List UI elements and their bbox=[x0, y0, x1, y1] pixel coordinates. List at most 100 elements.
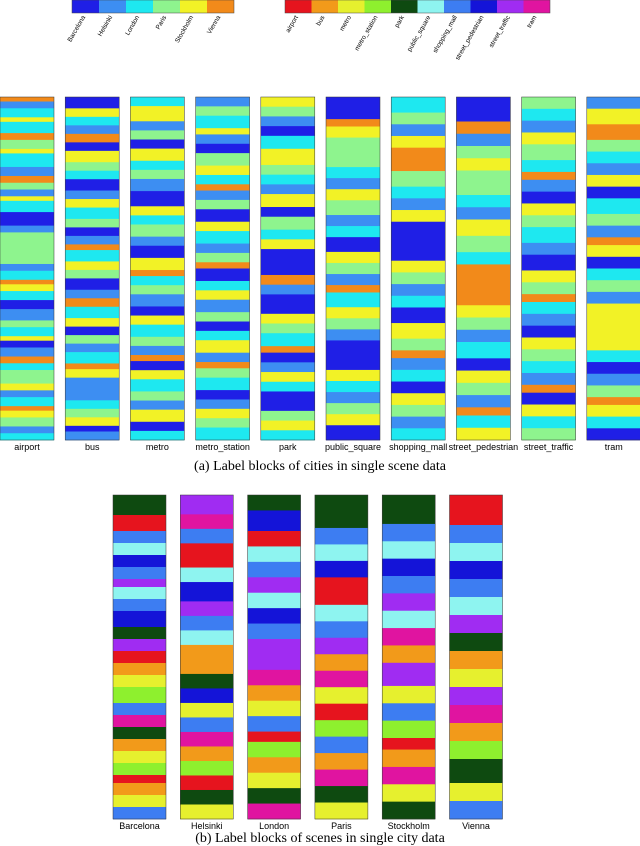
label-block-public-square bbox=[449, 543, 503, 562]
label-block-stockholm bbox=[391, 323, 446, 340]
panel-b-scene-blocks: Barcelona Helsinki London Paris Stockholm Vie… bbox=[112, 494, 503, 831]
label-block-stockholm bbox=[391, 393, 446, 406]
label-block-shopping-mall bbox=[314, 527, 368, 545]
label-block-paris bbox=[130, 336, 185, 347]
label-block-helsinki bbox=[65, 343, 120, 353]
label-block-vienna bbox=[0, 97, 54, 102]
label-block-london bbox=[391, 428, 446, 441]
legend-swatch-metro-station bbox=[364, 0, 391, 13]
legend-label-helsinki: Helsinki bbox=[97, 15, 114, 38]
label-block-bus bbox=[113, 739, 166, 752]
label-block-paris bbox=[586, 280, 640, 293]
label-block-shopping-mall bbox=[113, 599, 166, 612]
label-block-paris bbox=[326, 137, 380, 168]
label-block-barcelona bbox=[65, 179, 120, 191]
label-block-metro-station bbox=[449, 741, 503, 760]
label-block-paris bbox=[391, 112, 446, 125]
label-block-london bbox=[0, 200, 54, 213]
label-block-street-traffic bbox=[382, 593, 436, 612]
label-block-tram bbox=[180, 514, 234, 530]
label-block-london bbox=[326, 226, 380, 238]
legend-swatch-public-square bbox=[417, 0, 444, 13]
column-frame-airport bbox=[0, 96, 55, 441]
label-block-tram bbox=[314, 670, 368, 688]
label-block-stockholm bbox=[521, 132, 576, 145]
label-block-london bbox=[0, 327, 54, 337]
label-block-stockholm bbox=[521, 203, 576, 216]
label-block-london bbox=[391, 295, 446, 308]
x-tick-label-metro-station: metro_station bbox=[195, 442, 250, 452]
label-block-barcelona bbox=[260, 126, 315, 137]
label-block-public-square bbox=[314, 544, 368, 562]
label-block-helsinki bbox=[0, 390, 54, 398]
label-block-stockholm bbox=[0, 410, 54, 418]
label-block-helsinki bbox=[130, 400, 185, 410]
label-block-helsinki bbox=[586, 225, 640, 238]
label-block-london bbox=[130, 324, 185, 338]
label-block-paris bbox=[65, 408, 120, 418]
label-block-shopping-mall bbox=[113, 567, 166, 580]
label-block-metro bbox=[314, 687, 368, 705]
label-block-shopping-mall bbox=[382, 523, 436, 542]
label-block-park bbox=[247, 788, 301, 804]
label-block-vienna bbox=[260, 346, 315, 353]
label-block-shopping-mall bbox=[247, 623, 301, 640]
label-block-paris bbox=[521, 144, 576, 161]
label-block-stockholm bbox=[260, 239, 315, 250]
label-block-london bbox=[456, 252, 511, 265]
label-block-airport bbox=[382, 738, 436, 750]
label-block-paris bbox=[326, 403, 380, 415]
label-block-helsinki bbox=[195, 399, 250, 410]
label-block-park bbox=[314, 786, 368, 803]
label-block-helsinki bbox=[521, 179, 576, 192]
label-block-paris bbox=[456, 170, 511, 196]
label-block-tram bbox=[247, 803, 301, 820]
label-block-public-square bbox=[449, 597, 503, 616]
label-block-london bbox=[65, 250, 120, 262]
label-block-barcelona bbox=[65, 278, 120, 291]
panel-a-city-blocks: airport bus metro metro_station park public_s… bbox=[0, 96, 640, 452]
label-block-helsinki bbox=[0, 166, 54, 177]
label-block-london bbox=[195, 231, 250, 244]
legend-swatch-vienna bbox=[207, 0, 234, 13]
label-block-airport bbox=[113, 775, 166, 784]
label-block-london bbox=[456, 342, 511, 359]
label-block-london bbox=[130, 430, 185, 441]
column-frame-park bbox=[260, 96, 316, 441]
legend-label-shopping-mall: shopping_mall bbox=[432, 14, 459, 54]
label-block-park bbox=[113, 495, 166, 516]
label-block-helsinki bbox=[586, 291, 640, 304]
label-block-barcelona bbox=[260, 391, 315, 412]
label-block-vienna bbox=[65, 298, 120, 308]
legend-swatch-tram bbox=[523, 0, 550, 13]
x-tick-label-shopping-mall: shopping_mall bbox=[389, 442, 447, 452]
label-block-vienna bbox=[195, 362, 250, 369]
label-block-helsinki bbox=[0, 426, 54, 434]
label-block-paris bbox=[391, 338, 446, 351]
label-block-london bbox=[260, 430, 315, 441]
label-block-barcelona bbox=[65, 142, 120, 152]
label-block-metro bbox=[314, 802, 368, 820]
label-block-stockholm bbox=[65, 417, 120, 427]
label-block-barcelona bbox=[391, 307, 446, 324]
column-frame-metro bbox=[130, 96, 185, 441]
legend-scenes: airport bus metro metro_station park public_s… bbox=[285, 0, 551, 62]
label-block-shopping-mall bbox=[247, 561, 301, 578]
label-block-stockholm bbox=[456, 427, 511, 441]
label-block-vienna bbox=[0, 406, 54, 412]
label-block-paris bbox=[326, 262, 380, 275]
label-block-shopping-mall bbox=[113, 807, 166, 820]
label-block-stockholm bbox=[0, 148, 54, 154]
label-block-barcelona bbox=[195, 209, 250, 223]
label-block-paris bbox=[195, 312, 250, 322]
label-block-park bbox=[449, 759, 503, 784]
label-block-helsinki bbox=[130, 178, 185, 192]
label-block-stockholm bbox=[586, 108, 640, 125]
legend-cities: Barcelona Helsinki London Paris Stockholm Vie… bbox=[67, 0, 235, 45]
label-block-bus bbox=[180, 644, 234, 675]
label-block-paris bbox=[456, 382, 511, 396]
label-block-helsinki bbox=[65, 235, 120, 245]
legend-label-bus: bus bbox=[315, 14, 327, 27]
legend-label-stockholm: Stockholm bbox=[174, 15, 195, 45]
label-block-paris bbox=[260, 410, 315, 421]
